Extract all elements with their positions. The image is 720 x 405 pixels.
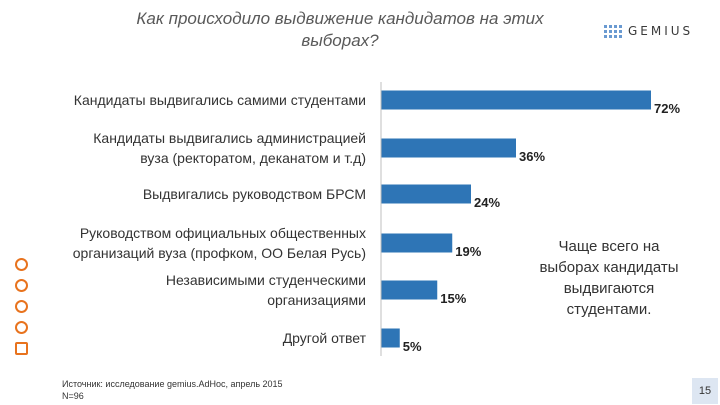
bar bbox=[381, 184, 471, 204]
callout-line: Чаще всего на bbox=[558, 238, 660, 255]
category-label: Другой ответ bbox=[283, 330, 367, 346]
bar bbox=[381, 138, 516, 158]
data-label: 15% bbox=[440, 291, 466, 306]
sample-size: N=96 bbox=[62, 391, 84, 401]
shield-icon[interactable] bbox=[15, 279, 28, 292]
callout-line: выборах кандидаты bbox=[539, 259, 679, 276]
key-icon[interactable] bbox=[15, 321, 28, 334]
document-icon[interactable] bbox=[15, 342, 28, 355]
category-label: Независимыми студенческими bbox=[166, 272, 366, 288]
category-label: Кандидаты выдвигались самими студентами bbox=[74, 92, 366, 108]
data-label: 19% bbox=[455, 244, 481, 259]
data-label: 72% bbox=[654, 101, 680, 116]
title-line-2: выборах? bbox=[301, 31, 379, 50]
callout-line: студентами. bbox=[566, 301, 652, 318]
gemius-logo: GEMIUS bbox=[604, 24, 693, 38]
page-number: 15 bbox=[692, 378, 718, 404]
logo-text: GEMIUS bbox=[628, 24, 694, 38]
bar bbox=[381, 233, 453, 253]
data-label: 24% bbox=[474, 195, 500, 210]
data-label: 36% bbox=[519, 149, 545, 164]
bar bbox=[381, 90, 651, 110]
callout-line: выдвигаются bbox=[563, 280, 655, 297]
bar bbox=[381, 280, 438, 300]
data-label: 5% bbox=[403, 339, 422, 354]
category-label: Выдвигались руководством БРСМ bbox=[143, 186, 366, 202]
logo-dots-icon bbox=[604, 24, 622, 38]
source-text: Источник: исследование gemius.AdHoc, апр… bbox=[62, 379, 283, 389]
sidebar-icons bbox=[15, 258, 28, 355]
category-label: вуза (ректоратом, деканатом и т.д) bbox=[140, 150, 366, 166]
category-label: Кандидаты выдвигались администрацией bbox=[93, 130, 366, 146]
list-icon[interactable] bbox=[15, 300, 28, 313]
title-line-1: Как происходило выдвижение кандидатов на… bbox=[136, 9, 544, 28]
category-label: организаций вуза (профком, ОО Белая Русь… bbox=[73, 245, 366, 261]
source-note: Источник: исследование gemius.AdHoc, апр… bbox=[62, 378, 283, 402]
conclusion-callout: Чаще всего на выборах кандидаты выдвигаю… bbox=[524, 236, 694, 320]
category-label: Руководством официальных общественных bbox=[80, 225, 366, 241]
slide-title: Как происходило выдвижение кандидатов на… bbox=[95, 8, 585, 52]
bar bbox=[381, 328, 400, 348]
category-label: организациями bbox=[267, 292, 366, 308]
people-icon[interactable] bbox=[15, 258, 28, 271]
